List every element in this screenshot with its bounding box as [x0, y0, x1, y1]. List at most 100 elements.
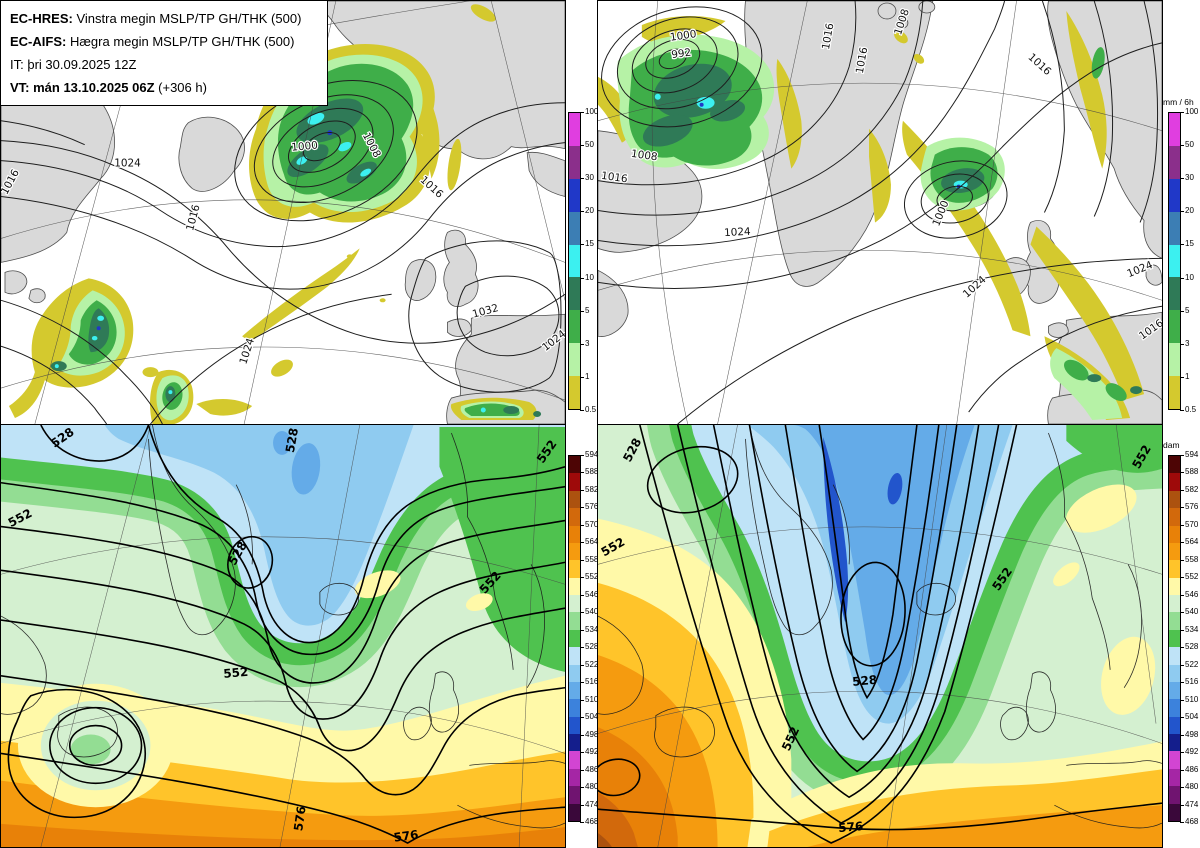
colorbar-tick-label: 50: [1185, 140, 1194, 150]
colorbar-segment: [569, 310, 580, 344]
contour-label: 1000: [291, 140, 319, 154]
colorbar-tick-label: 486: [1185, 764, 1199, 774]
colorbar-tick: [1180, 752, 1184, 754]
colorbar-tick: [580, 664, 584, 666]
title-box: EC-HRES: Vinstra megin MSLP/TP GH/THK (5…: [0, 0, 328, 106]
colorbar-segment: [569, 456, 580, 474]
colorbar-tick-label: 570: [1185, 519, 1199, 529]
contour-label: 1000: [669, 28, 697, 44]
colorbar-tick: [1180, 376, 1184, 378]
contour-label: 1024: [237, 336, 257, 365]
colorbar-tick-label: 0.5: [585, 405, 597, 415]
colorbar-tick-label: 552: [585, 572, 599, 582]
colorbar-segment: [569, 734, 580, 752]
colorbar-tick-label: 570: [585, 519, 599, 529]
colorbar-tick: [580, 178, 584, 180]
colorbar-segments: [568, 112, 581, 410]
colorbar-tick-label: 100: [1185, 107, 1199, 117]
contour-label: 1024: [724, 226, 752, 239]
colorbar-tick-label: 528: [1185, 642, 1199, 652]
colorbar-tick: [580, 524, 584, 526]
newfoundland-pocket: [17, 683, 174, 808]
colorbar-segment: [569, 277, 580, 311]
colorbar-tick-label: 3: [585, 338, 590, 348]
colorbar-tick: [1180, 277, 1184, 279]
colorbar-tick: [1180, 804, 1184, 806]
model2-label: EC-AIFS:: [10, 34, 67, 49]
colorbar-tick: [1180, 178, 1184, 180]
thickness-contours: [1, 425, 565, 844]
contour-label: 1016: [820, 22, 836, 50]
colorbar-tick-label: 522: [585, 659, 599, 669]
valid-offset: (+306 h): [158, 80, 207, 95]
colorbar-tick-label: 522: [1185, 659, 1199, 669]
colorbar-segment: [569, 525, 580, 543]
colorbar-tick-label: 582: [1185, 484, 1199, 494]
colorbar-segment: [569, 681, 580, 700]
colorbar-tick-label: 3: [1185, 338, 1190, 348]
model1-text: Vinstra megin MSLP/TP GH/THK (500): [76, 11, 302, 26]
colorbar-tick-label: 20: [1185, 206, 1194, 216]
model1-line: EC-HRES: Vinstra megin MSLP/TP GH/THK (5…: [10, 7, 318, 30]
colorbar-tick: [580, 244, 584, 246]
colorbar-segment: [1169, 629, 1180, 648]
colorbar-tick: [1180, 577, 1184, 579]
coastlines: [598, 425, 1162, 829]
colorbar-segment: [569, 473, 580, 491]
field-darkblue: [823, 436, 903, 623]
contour-label: 528: [852, 673, 878, 689]
colorbar-tick-label: 30: [585, 173, 594, 183]
colorbar-tick-label: 498: [585, 729, 599, 739]
colorbar-tick-label: 10: [1185, 272, 1194, 282]
colorbar-segment: [1169, 595, 1180, 613]
colorbar-tick-label: 20: [585, 206, 594, 216]
colorbar-tick-label: 15: [585, 239, 594, 249]
colorbar-tick: [580, 410, 584, 411]
contour-label: 552: [223, 665, 249, 681]
colorbar-tick-label: 510: [1185, 694, 1199, 704]
colorbar-segment: [1169, 490, 1180, 509]
colorbar-segment: [569, 577, 580, 595]
scandinavia-green: [439, 426, 565, 672]
colorbar-tick: [580, 376, 584, 378]
colorbar-tick: [580, 717, 584, 719]
thickness-colorbar-right: 594 588 582 576 570 564 558 552 546 540 534 528 522 5…: [1163, 440, 1200, 826]
colorbar-segment: [1169, 577, 1180, 595]
colorbar-tick: [1180, 343, 1184, 345]
colorbar-tick: [580, 682, 584, 684]
colorbar-tick: [580, 647, 584, 649]
colorbar-tick-label: 5: [585, 305, 590, 315]
colorbar-tick-label: 540: [1185, 607, 1199, 617]
colorbar-segments: [1168, 455, 1181, 822]
colorbar-tick: [1180, 472, 1184, 474]
colorbar-tick: [580, 629, 584, 631]
colorbar-segment: [1169, 277, 1180, 311]
colorbar-segment: [1169, 786, 1180, 804]
colorbar-tick: [1180, 664, 1184, 666]
colorbar-segment: [1169, 343, 1180, 377]
colorbar-tick: [580, 145, 584, 147]
colorbar-unit-label: mm / 6h: [1163, 97, 1194, 107]
colorbar-segment: [1169, 145, 1180, 179]
contour-label: 1016: [600, 170, 628, 186]
contour-label: 992: [671, 47, 692, 62]
colorbar-tick-label: 474: [585, 799, 599, 809]
colorbar-tick: [1180, 629, 1184, 631]
colorbar-tick-label: 10: [585, 272, 594, 282]
contour-label: 1016: [1026, 51, 1054, 78]
colorbar-tick-label: 492: [1185, 747, 1199, 757]
colorbar-segment: [569, 751, 580, 769]
colorbar-segment: [569, 145, 580, 179]
colorbar-segment: [569, 647, 580, 665]
colorbar-tick-label: 468: [1185, 817, 1199, 827]
field-mediumblue: [273, 430, 321, 495]
colorbar-segment: [569, 211, 580, 245]
colorbar-tick: [580, 594, 584, 596]
valid-time-line: VT: mán 13.10.2025 06Z (+306 h): [10, 76, 318, 99]
colorbar-tick: [1180, 612, 1184, 614]
colorbar-tick: [1180, 717, 1184, 719]
colorbar-tick: [580, 489, 584, 491]
bottom-warm-bands: [747, 741, 1162, 847]
